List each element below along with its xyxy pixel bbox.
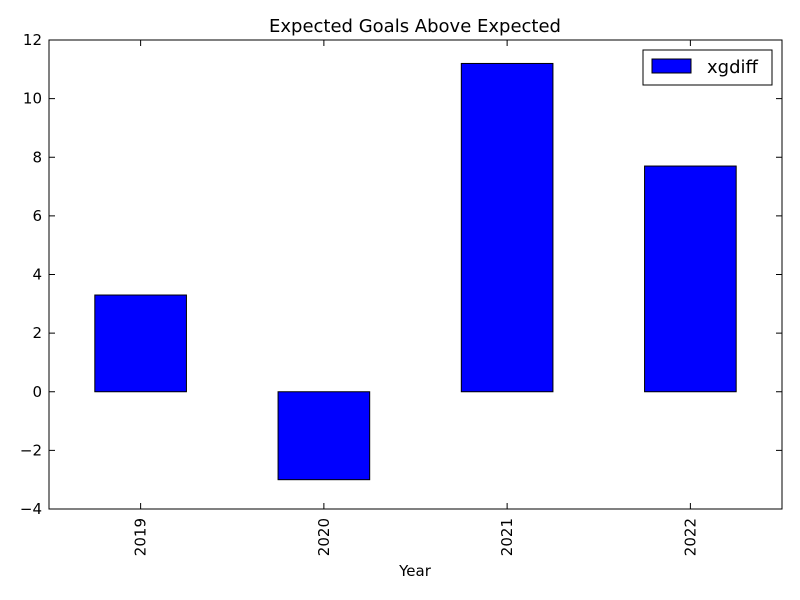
x-axis-title: Year (398, 562, 432, 580)
x-tick-label-2022: 2022 (681, 518, 699, 556)
y-tick-label-2: 2 (32, 324, 42, 342)
y-tick-label-6: 6 (32, 207, 42, 225)
x-axis: 2019 2020 2021 2022 (132, 40, 699, 556)
x-tick-label-2019: 2019 (132, 518, 150, 556)
y-tick-label-0: 0 (32, 383, 42, 401)
y-tick-label--4: −4 (20, 500, 42, 518)
y-tick-label--2: −2 (20, 441, 42, 459)
y-tick-label-12: 12 (23, 31, 42, 49)
bars-layer (94, 62, 737, 481)
bar-2022 (644, 165, 737, 393)
y-axis: −4 −2 0 2 4 6 8 10 12 (20, 31, 782, 518)
bar-2019 (94, 294, 187, 393)
legend-label: xgdiff (707, 57, 759, 78)
x-tick-label-2020: 2020 (315, 518, 333, 556)
y-tick-label-8: 8 (32, 148, 42, 166)
chart-title: Expected Goals Above Expected (269, 16, 561, 37)
bar-2021 (460, 62, 554, 393)
x-tick-label-2021: 2021 (498, 518, 516, 556)
legend-swatch (651, 58, 692, 74)
bar-2020 (277, 391, 371, 481)
y-tick-label-4: 4 (32, 266, 42, 284)
legend: xgdiff (642, 49, 773, 86)
y-tick-label-10: 10 (23, 90, 42, 108)
